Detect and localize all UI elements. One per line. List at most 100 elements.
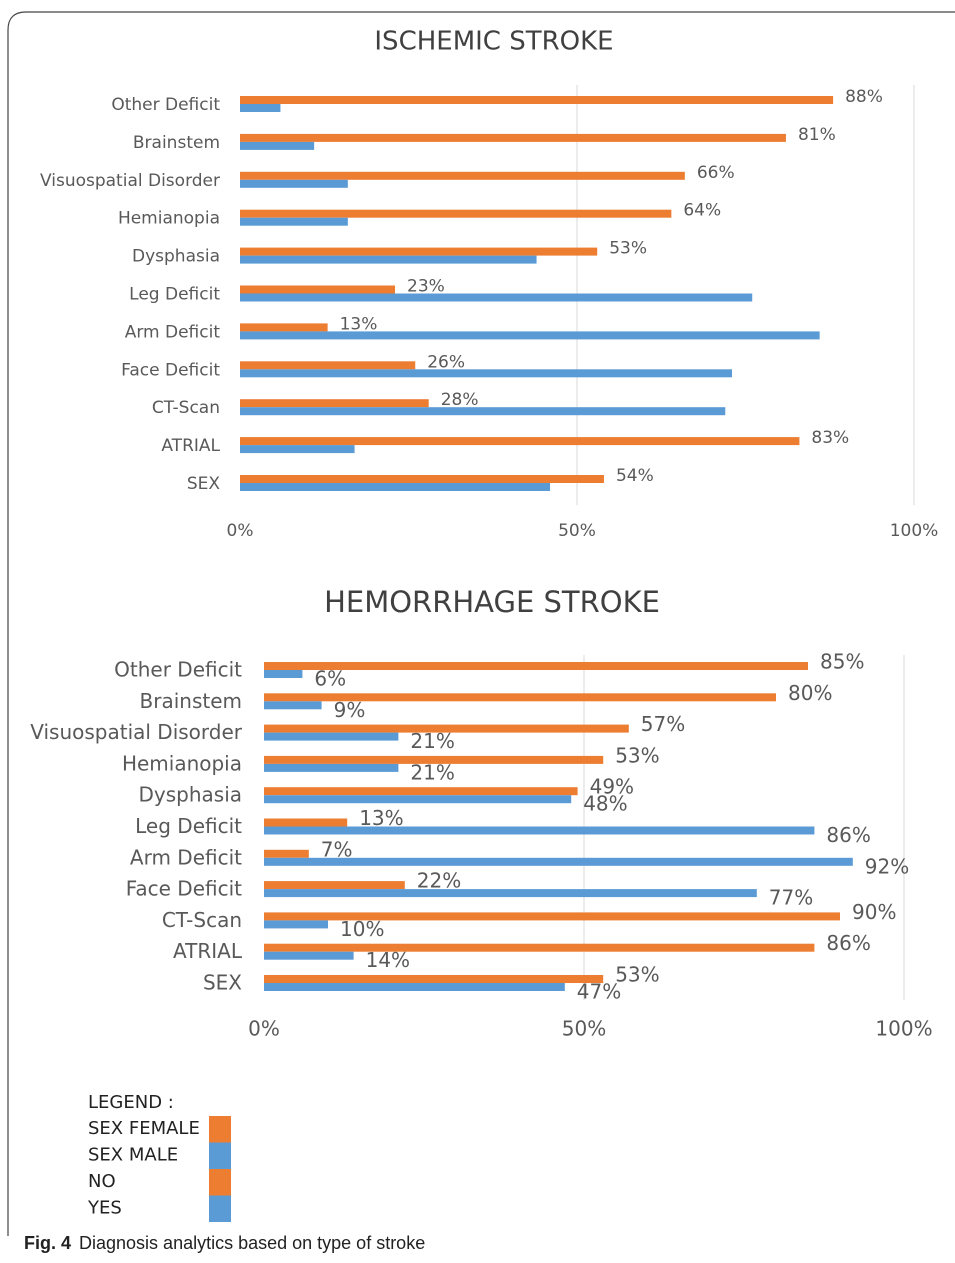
bar bbox=[240, 247, 598, 256]
bar bbox=[240, 323, 328, 332]
legend-swatch bbox=[209, 1116, 231, 1143]
bar bbox=[264, 951, 354, 960]
x-tick-label: 100% bbox=[890, 521, 939, 541]
legend-label: NO bbox=[88, 1171, 116, 1192]
value-label: 53% bbox=[615, 743, 659, 767]
caption-label: Fig. 4 bbox=[24, 1233, 72, 1253]
value-label: 49% bbox=[590, 775, 634, 799]
value-label: 10% bbox=[340, 917, 384, 941]
bar bbox=[264, 975, 604, 983]
bar bbox=[240, 475, 604, 483]
legend-swatch bbox=[209, 1142, 231, 1169]
value-label: 9% bbox=[334, 698, 366, 722]
value-label: 86% bbox=[826, 931, 870, 955]
category-label: Arm Deficit bbox=[125, 322, 221, 342]
chart-title: HEMORRHAGE STROKE bbox=[324, 585, 660, 619]
value-label: 85% bbox=[820, 650, 864, 674]
value-label: 47% bbox=[577, 980, 621, 1004]
category-label: Other Deficit bbox=[111, 95, 220, 115]
legend-label: SEX MALE bbox=[88, 1145, 178, 1166]
value-label: 53% bbox=[609, 239, 647, 259]
legend-label: SEX FEMALE bbox=[88, 1118, 200, 1139]
value-label: 23% bbox=[407, 277, 445, 297]
x-tick-label: 0% bbox=[248, 1017, 280, 1041]
value-label: 13% bbox=[359, 806, 403, 830]
category-label: Leg Deficit bbox=[129, 285, 220, 305]
legend-swatch bbox=[209, 1195, 231, 1222]
category-label: Leg Deficit bbox=[135, 814, 242, 838]
x-tick-label: 100% bbox=[875, 1017, 932, 1041]
value-label: 48% bbox=[583, 792, 627, 816]
bar bbox=[240, 483, 551, 491]
bar bbox=[240, 209, 672, 218]
bar bbox=[240, 171, 685, 180]
bar bbox=[264, 763, 399, 772]
value-label: 57% bbox=[641, 712, 685, 736]
value-label: 7% bbox=[321, 837, 353, 861]
bar bbox=[264, 849, 309, 858]
category-label: Other Deficit bbox=[114, 658, 242, 682]
value-label: 26% bbox=[427, 352, 465, 372]
bar bbox=[240, 369, 733, 378]
legend-title: LEGEND : bbox=[88, 1092, 174, 1113]
bar bbox=[240, 331, 820, 340]
category-label: Arm Deficit bbox=[130, 845, 242, 869]
value-label: 80% bbox=[788, 681, 832, 705]
bar bbox=[240, 217, 348, 226]
bar bbox=[240, 293, 753, 302]
chart-title: ISCHEMIC STROKE bbox=[374, 27, 613, 57]
value-label: 6% bbox=[314, 667, 346, 691]
value-label: 83% bbox=[811, 428, 849, 448]
bar bbox=[240, 255, 537, 264]
category-label: CT-Scan bbox=[162, 908, 242, 932]
bar bbox=[240, 179, 348, 188]
bar bbox=[264, 755, 604, 764]
category-label: Hemianopia bbox=[122, 751, 242, 775]
category-label: Visuospatial Disorder bbox=[40, 171, 220, 191]
bar bbox=[264, 795, 572, 804]
value-label: 66% bbox=[697, 163, 735, 183]
bar bbox=[264, 857, 853, 866]
category-label: Visuospatial Disorder bbox=[30, 720, 243, 744]
value-label: 22% bbox=[417, 869, 461, 893]
caption-text: Diagnosis analytics based on type of str… bbox=[79, 1233, 426, 1253]
value-label: 86% bbox=[826, 823, 870, 847]
category-label: SEX bbox=[187, 474, 221, 494]
bar bbox=[240, 104, 281, 112]
category-label: Hemianopia bbox=[118, 209, 220, 229]
value-label: 54% bbox=[616, 466, 654, 486]
bar bbox=[264, 732, 399, 741]
frame bbox=[7, 11, 955, 1236]
value-label: 92% bbox=[865, 854, 909, 878]
x-tick-label: 50% bbox=[558, 521, 596, 541]
bar bbox=[240, 133, 786, 142]
value-label: 53% bbox=[615, 963, 659, 987]
value-label: 64% bbox=[683, 201, 721, 221]
category-label: CT-Scan bbox=[152, 398, 220, 418]
bar bbox=[240, 141, 315, 150]
bar bbox=[240, 96, 834, 104]
value-label: 81% bbox=[798, 125, 836, 145]
value-label: 88% bbox=[845, 87, 883, 107]
bar bbox=[264, 701, 322, 710]
value-label: 21% bbox=[410, 760, 454, 784]
bar bbox=[240, 445, 355, 454]
bar bbox=[264, 943, 815, 952]
bar bbox=[264, 818, 348, 827]
value-label: 14% bbox=[366, 948, 410, 972]
value-label: 13% bbox=[340, 314, 378, 334]
value-label: 28% bbox=[441, 390, 479, 410]
category-label: ATRIAL bbox=[173, 939, 243, 963]
bar bbox=[240, 407, 726, 416]
bar bbox=[264, 693, 776, 702]
bar bbox=[240, 361, 416, 370]
category-label: ATRIAL bbox=[161, 436, 220, 456]
x-tick-label: 0% bbox=[227, 521, 254, 541]
category-label: Face Deficit bbox=[126, 877, 242, 901]
bar bbox=[240, 437, 800, 446]
category-label: SEX bbox=[203, 971, 242, 995]
category-label: Brainstem bbox=[133, 133, 220, 153]
x-tick-label: 50% bbox=[562, 1017, 606, 1041]
bar bbox=[264, 912, 840, 921]
